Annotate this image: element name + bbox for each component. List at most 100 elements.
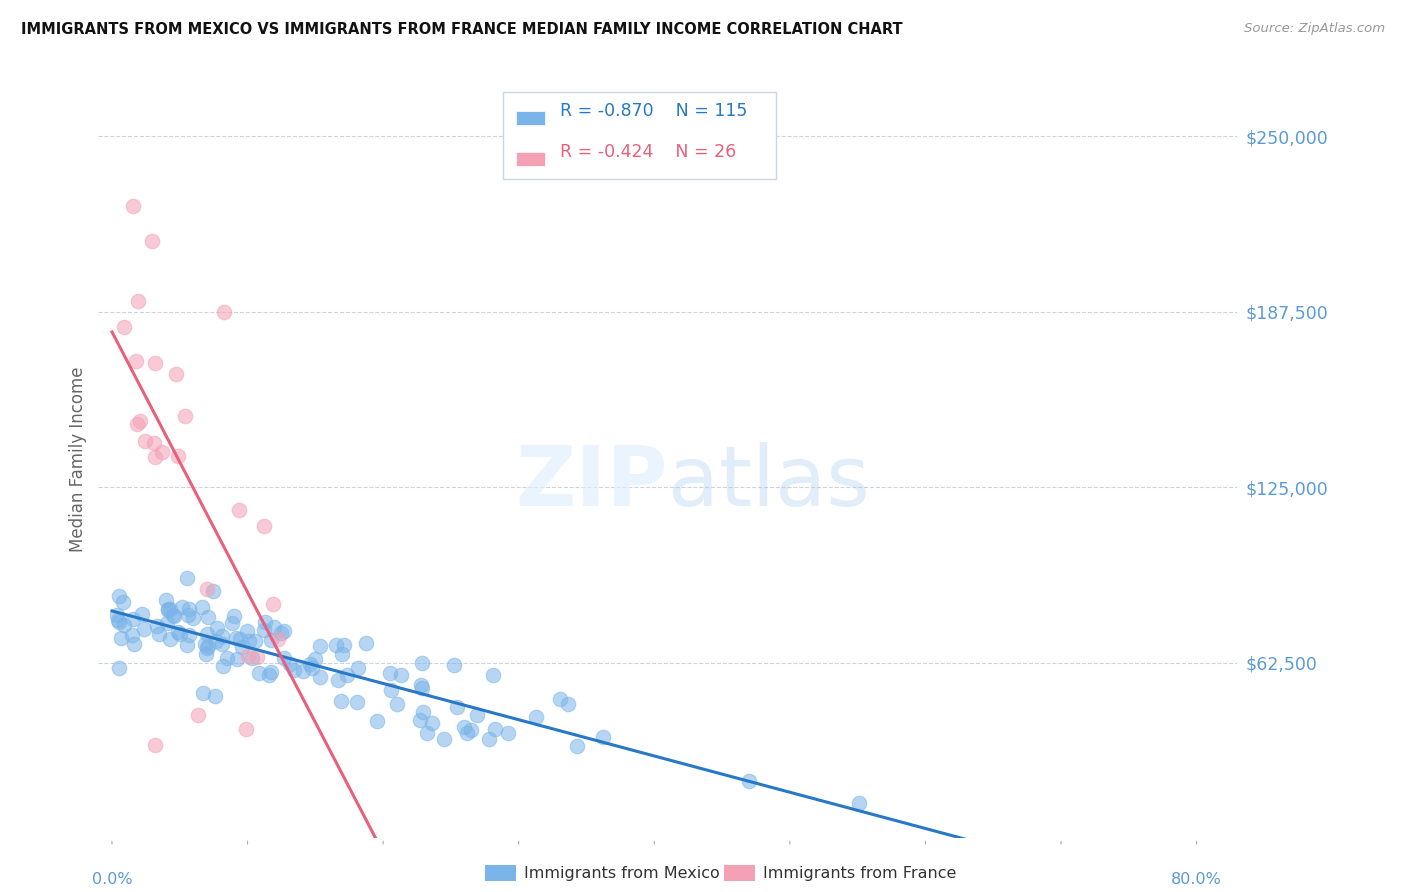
Point [229,632,252,646]
Point [225,651,247,665]
Point [273,624,295,639]
Point [125,417,148,432]
Point [263,620,285,634]
Point [259,668,281,682]
Point [380,683,402,698]
Point [221,615,243,630]
Point [247,665,270,680]
Point [412,705,434,719]
Point [224,608,246,623]
Point [155,593,177,607]
Point [197,639,219,653]
Point [443,658,465,673]
Point [225,631,247,645]
Point [478,732,501,747]
Point [346,695,368,709]
Point [177,628,200,642]
Point [212,659,235,673]
Point [181,611,204,625]
Point [163,608,186,623]
Point [146,619,169,633]
Point [167,449,190,463]
Point [408,713,430,727]
Point [179,602,201,616]
Point [453,720,475,734]
Point [121,612,143,626]
Point [143,356,166,370]
Point [110,632,132,646]
FancyBboxPatch shape [516,111,546,125]
Point [347,661,370,675]
Point [409,678,432,692]
Point [204,690,226,704]
Text: Source: ZipAtlas.com: Source: ZipAtlas.com [1244,22,1385,36]
Point [169,626,191,640]
Point [186,708,208,723]
Point [415,725,437,739]
Point [176,638,198,652]
Point [411,681,433,696]
Point [170,600,193,615]
Point [446,700,468,714]
Point [148,627,170,641]
Point [333,638,356,652]
Point [157,603,180,617]
Point [236,624,259,638]
Point [150,445,173,459]
Point [456,726,478,740]
Point [231,640,253,654]
Point [143,436,166,450]
Point [195,627,218,641]
Point [328,673,350,687]
Point [299,657,322,671]
Point [738,773,761,788]
Point [526,710,548,724]
Point [159,632,181,647]
Point [301,661,323,675]
Point [128,414,150,428]
Point [262,598,284,612]
Point [330,647,353,661]
Point [245,634,267,648]
Text: R = -0.870    N = 115: R = -0.870 N = 115 [560,103,747,120]
Point [228,503,250,517]
Text: R = -0.424    N = 26: R = -0.424 N = 26 [560,143,735,161]
FancyBboxPatch shape [516,152,546,166]
Point [132,622,155,636]
Point [156,615,179,630]
Point [111,595,134,609]
Point [235,723,257,737]
Point [291,665,314,679]
Point [240,651,263,665]
Point [108,661,131,675]
Point [496,726,519,740]
Point [260,633,283,648]
Point [592,730,614,744]
Point [354,635,377,649]
Point [211,629,233,643]
Point [195,647,218,661]
Point [215,651,238,665]
Point [278,657,301,672]
Point [141,234,163,248]
Point [174,409,197,424]
Point [131,607,153,621]
Point [548,691,571,706]
Point [308,670,330,684]
Text: Immigrants from France: Immigrants from France [763,866,957,880]
Point [125,354,148,368]
Point [253,519,276,533]
Point [190,599,212,614]
Point [195,640,218,655]
Point [420,716,443,731]
Point [211,637,233,651]
Point [325,638,347,652]
Point [330,694,353,708]
Point [177,607,200,622]
Point [201,584,224,599]
Point [848,796,870,810]
Point [309,640,332,654]
Point [253,623,276,637]
Point [107,614,129,628]
Point [433,732,456,747]
